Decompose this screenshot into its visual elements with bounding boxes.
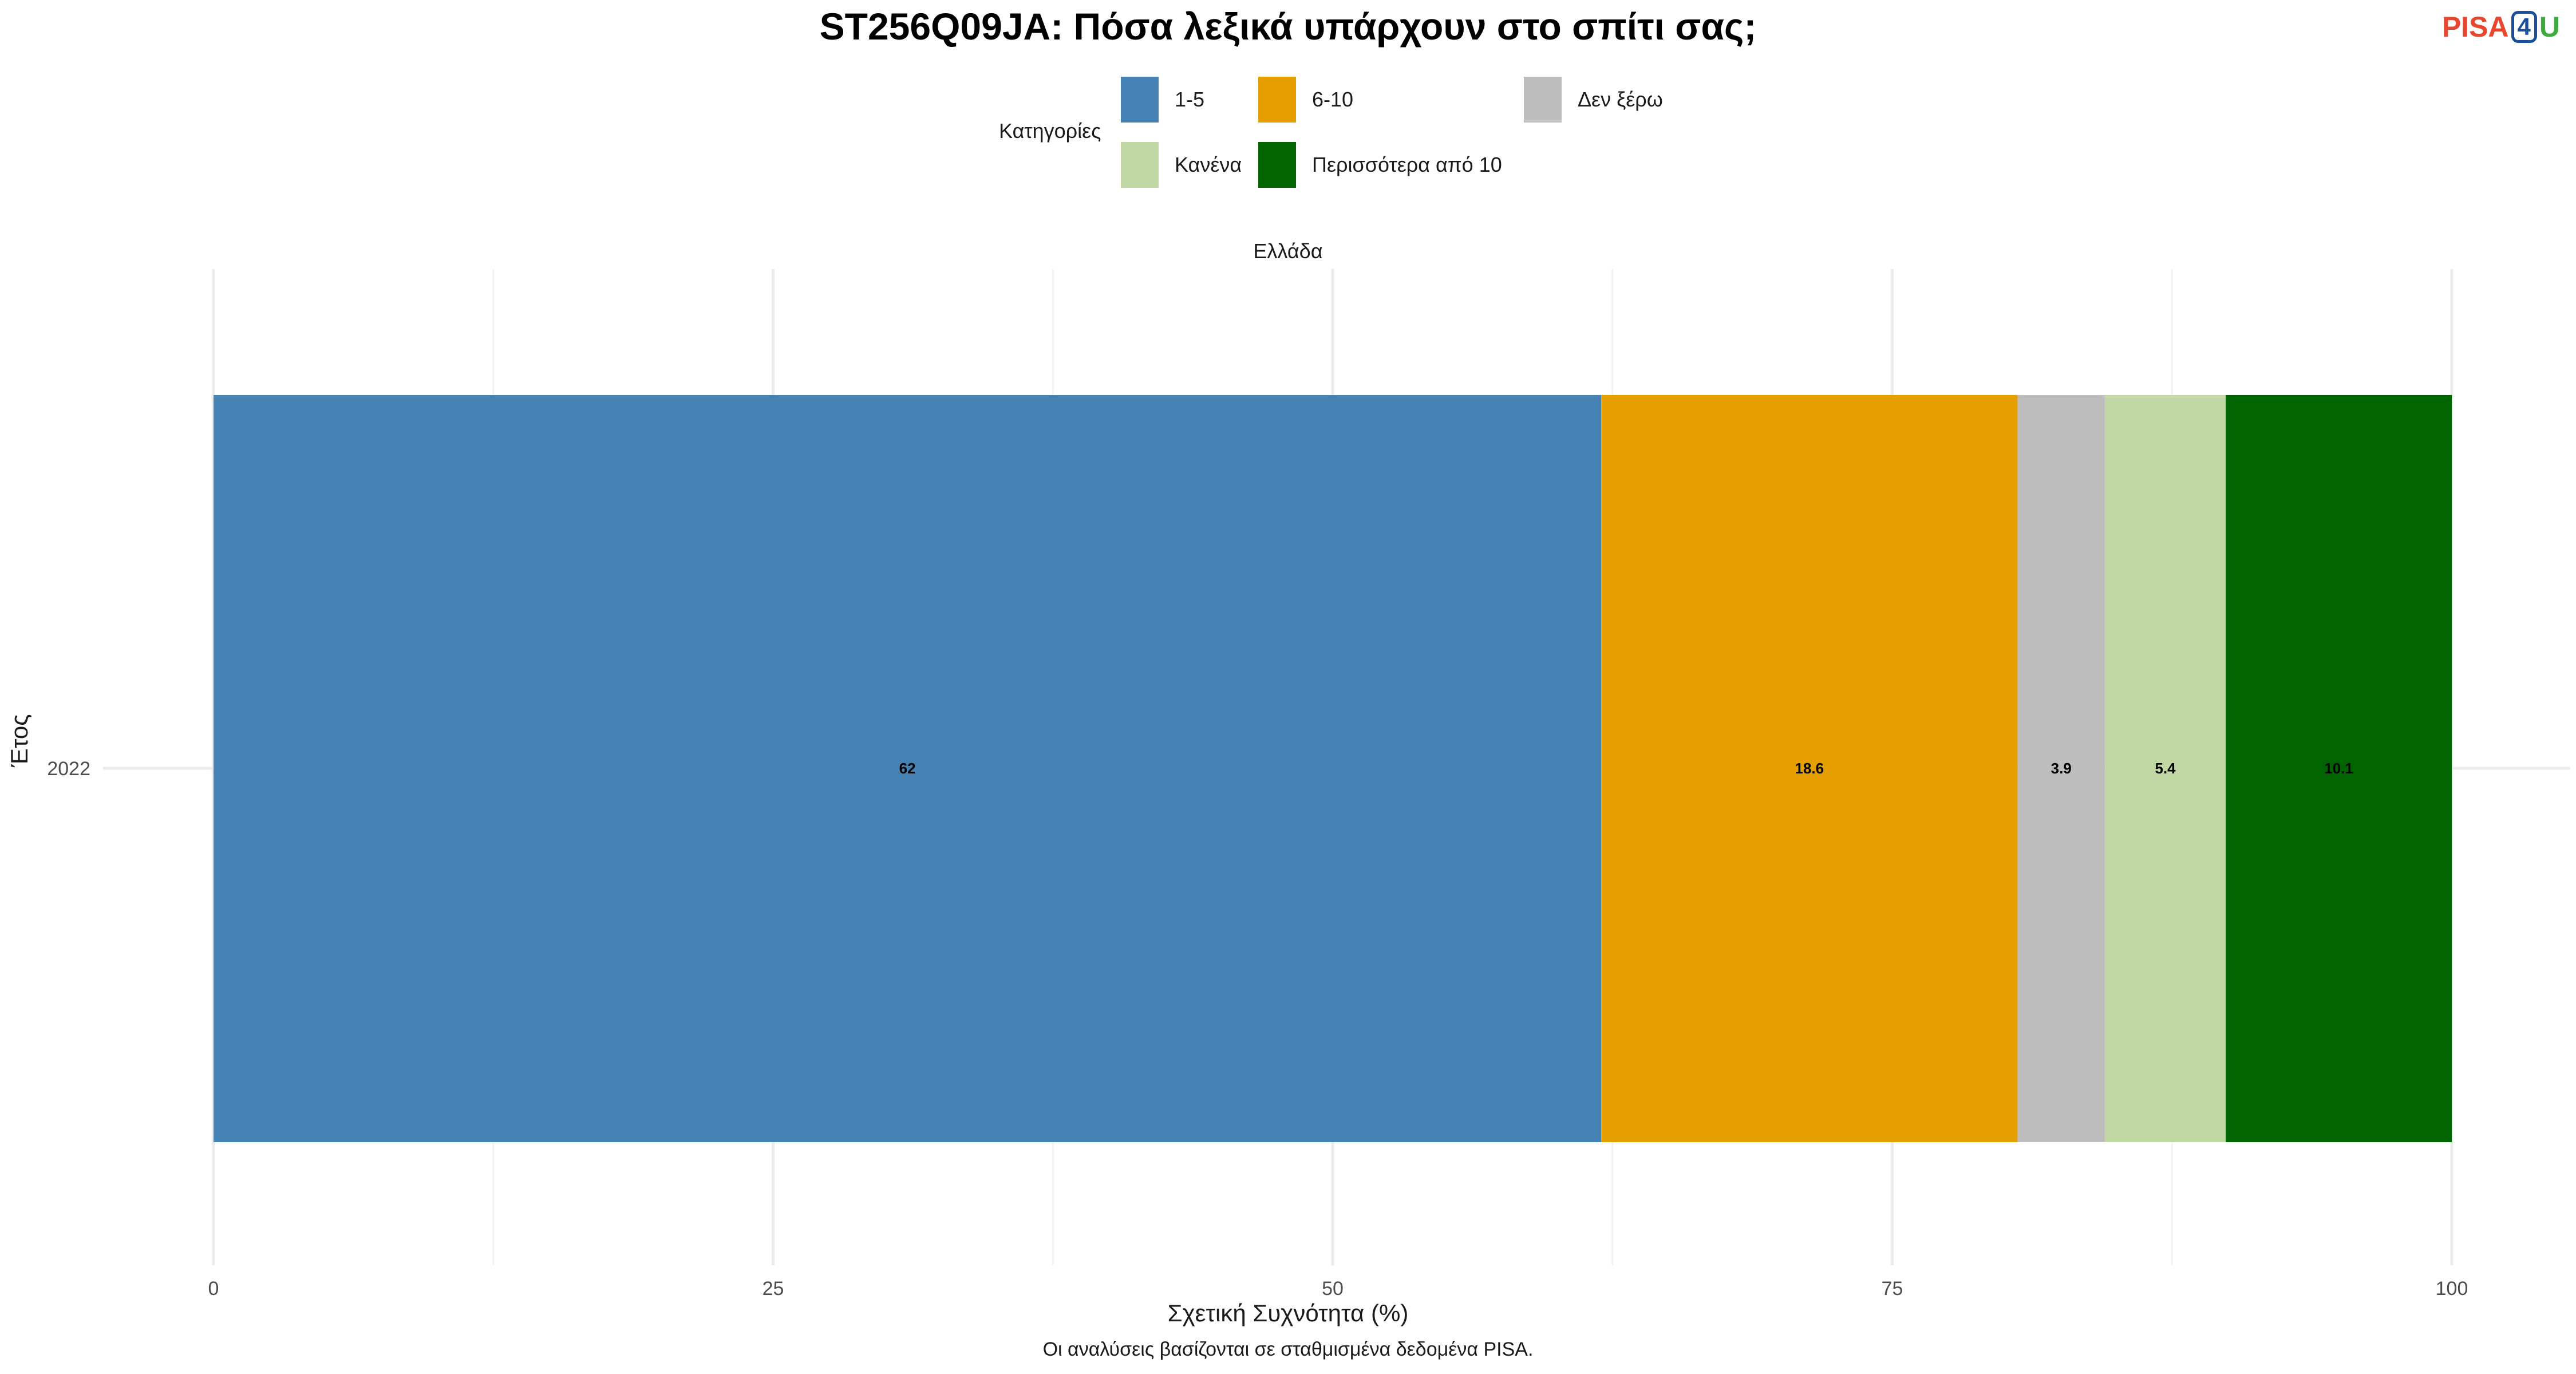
- legend-item-6-10: 6-10: [1258, 77, 1353, 123]
- x-tick-label: 75: [1882, 1278, 1903, 1300]
- bar-segment-1: [214, 395, 1602, 1142]
- x-tick-label: 0: [208, 1278, 219, 1300]
- bar-value-label: 18.6: [1795, 760, 1824, 777]
- x-axis-label: Σχετική Συχνότητα (%): [1167, 1300, 1409, 1326]
- bar-segment-5: [2226, 395, 2452, 1142]
- legend-item-none: Κανένα: [1121, 142, 1242, 188]
- y-tick-label: 2022: [47, 758, 90, 780]
- legend-item-1-5: 1-5: [1121, 77, 1204, 123]
- legend-swatch-1-5: [1121, 77, 1159, 123]
- y-axis-label: Έτος: [6, 714, 33, 767]
- bar-segment-2: [1601, 395, 2018, 1142]
- x-tick-label: 100: [2436, 1278, 2468, 1300]
- legend-swatch-none: [1121, 142, 1159, 188]
- bar-segment-4: [2104, 395, 2226, 1142]
- legend-swatch-dont-know: [1524, 77, 1562, 123]
- pisa4u-logo: PISA 4 U: [2441, 11, 2560, 43]
- legend-swatch-more-than-10: [1258, 142, 1296, 188]
- bar-value-label: 62: [899, 760, 916, 777]
- chart-title: ST256Q09JA: Πόσα λεξικά υπάρχουν στο σπί…: [819, 5, 1757, 48]
- bar-value-label: 10.1: [2324, 760, 2353, 777]
- legend-title: Κατηγορίες: [999, 119, 1101, 143]
- bar-segment-3: [2017, 395, 2105, 1142]
- x-tick-label: 25: [762, 1278, 784, 1300]
- x-tick-label: 50: [1322, 1278, 1344, 1300]
- facet-label: Ελλάδα: [1253, 239, 1323, 263]
- legend-item-more-than-10: Περισσότερα από 10: [1258, 142, 1502, 188]
- legend-item-dont-know: Δεν ξέρω: [1524, 77, 1663, 123]
- bar-value-label: 3.9: [2051, 760, 2072, 777]
- legend-swatch-6-10: [1258, 77, 1296, 123]
- chart-caption: Οι αναλύσεις βασίζονται σε σταθμισμένα δ…: [1042, 1339, 1534, 1360]
- bar-value-label: 5.4: [2155, 760, 2176, 777]
